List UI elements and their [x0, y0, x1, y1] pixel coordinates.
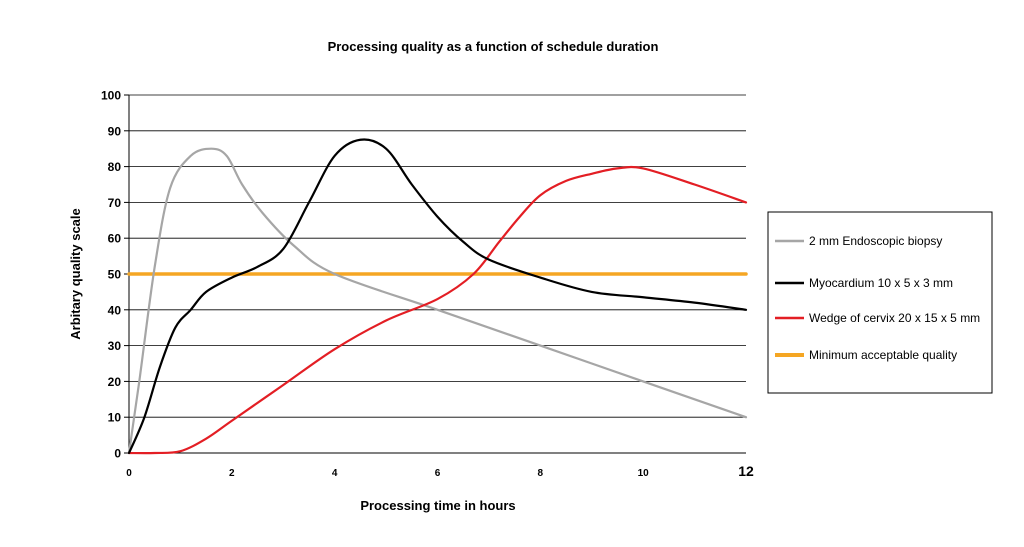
y-tick-label-70: 70 [108, 196, 122, 210]
legend-items: 2 mm Endoscopic biopsy Myocardium 10 x 5 … [775, 234, 980, 362]
legend: 2 mm Endoscopic biopsy Myocardium 10 x 5 … [767, 211, 993, 394]
y-axis-label: Arbitary quality scale [68, 208, 83, 340]
x-tick-label-2: 2 [229, 468, 235, 479]
x-axis-label: Processing time in hours [360, 498, 515, 513]
grid-lines [129, 94, 746, 418]
y-tick-label-0: 0 [114, 447, 121, 461]
chart-title: Processing quality as a function of sche… [328, 39, 659, 54]
y-tick-label-10: 10 [108, 411, 122, 425]
y-tick-label-30: 30 [108, 339, 122, 353]
y-tick-label-40: 40 [108, 303, 122, 317]
y-tick-label-20: 20 [108, 375, 122, 389]
axes: 0 10 20 30 40 50 60 70 80 90 100 0 2 4 6 8 10 12 [101, 89, 754, 480]
x-tick-label-12: 12 [738, 463, 754, 479]
legend-box [767, 211, 993, 394]
y-tick-label-80: 80 [108, 160, 122, 174]
series-lines [127, 138, 748, 455]
y-tick-label-60: 60 [108, 232, 122, 246]
legend-label-2: Wedge of cervix 20 x 15 x 5 mm [809, 311, 980, 325]
x-tick-label-10: 10 [638, 468, 650, 479]
series-line-0 [127, 147, 748, 455]
series-line-2 [127, 165, 748, 455]
y-tick-label-50: 50 [108, 268, 122, 282]
y-tick-label-100: 100 [101, 89, 121, 103]
legend-label-3: Minimum acceptable quality [809, 348, 957, 362]
series-line-1 [127, 138, 748, 455]
legend-label-0: 2 mm Endoscopic biopsy [809, 234, 942, 248]
y-tick-label-90: 90 [108, 124, 122, 138]
x-tick-label-0: 0 [126, 468, 132, 479]
x-tick-label-4: 4 [332, 468, 338, 479]
legend-label-1: Myocardium 10 x 5 x 3 mm [809, 276, 953, 290]
x-tick-label-6: 6 [435, 468, 441, 479]
x-tick-label-8: 8 [538, 468, 544, 479]
